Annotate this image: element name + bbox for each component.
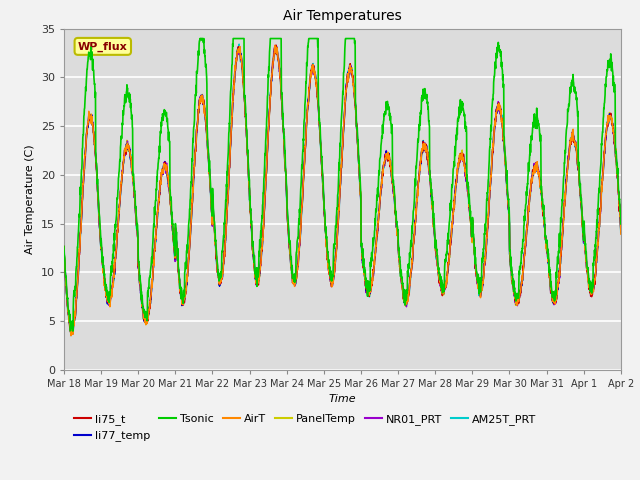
Y-axis label: Air Temperature (C): Air Temperature (C) xyxy=(26,144,35,254)
Legend: li75_t, li77_temp, Tsonic, AirT, PanelTemp, NR01_PRT, AM25T_PRT: li75_t, li77_temp, Tsonic, AirT, PanelTe… xyxy=(70,409,541,446)
X-axis label: Time: Time xyxy=(328,394,356,404)
Title: Air Temperatures: Air Temperatures xyxy=(283,10,402,24)
Text: WP_flux: WP_flux xyxy=(78,41,127,51)
